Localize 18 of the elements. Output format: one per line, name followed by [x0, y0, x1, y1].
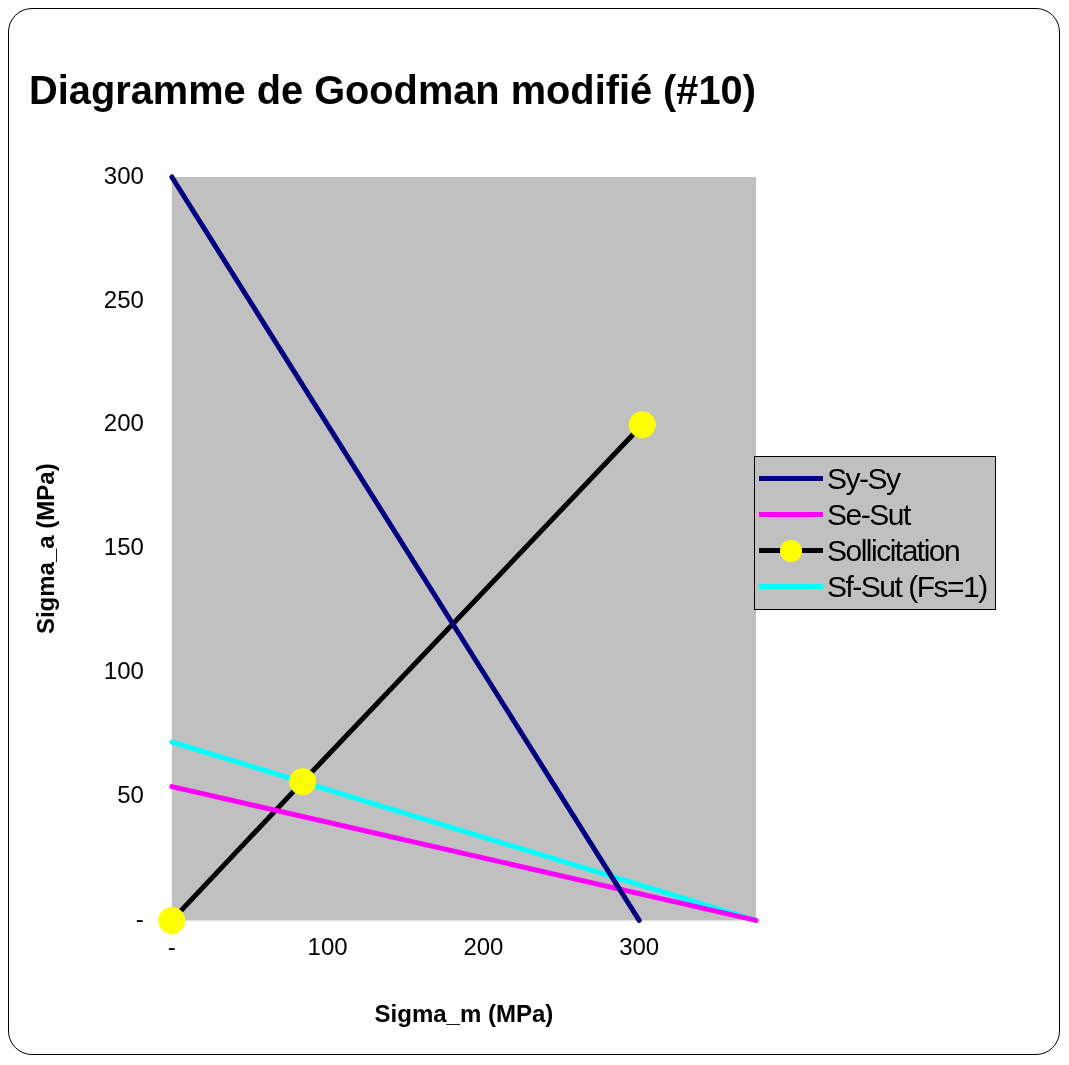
legend-label: Sy-Sy — [827, 462, 900, 496]
y-tick-label: 300 — [103, 161, 144, 189]
x-tick-label: 200 — [463, 933, 504, 961]
y-tick-label: 50 — [117, 781, 144, 809]
y-tick-label: 100 — [103, 657, 144, 685]
legend-label: Sf-Sut (Fs=1) — [827, 570, 987, 604]
x-tick-label: 100 — [307, 933, 348, 961]
y-tick-label: 150 — [103, 533, 144, 561]
chart-title: Diagramme de Goodman modifié (#10) — [29, 67, 756, 113]
y-tick-label: 250 — [103, 285, 144, 313]
x-axis-title: Sigma_m (MPa) — [374, 1000, 554, 1028]
y-axis-title: Sigma_a (MPa) — [32, 463, 60, 635]
x-tick-label: 300 — [619, 933, 660, 961]
y-tick-label: 200 — [103, 409, 144, 437]
x-tick-label: - — [167, 933, 176, 961]
legend-label: Se-Sut — [827, 498, 910, 532]
y-tick-label: - — [135, 905, 144, 933]
legend-label: Sollicitation — [827, 534, 960, 568]
